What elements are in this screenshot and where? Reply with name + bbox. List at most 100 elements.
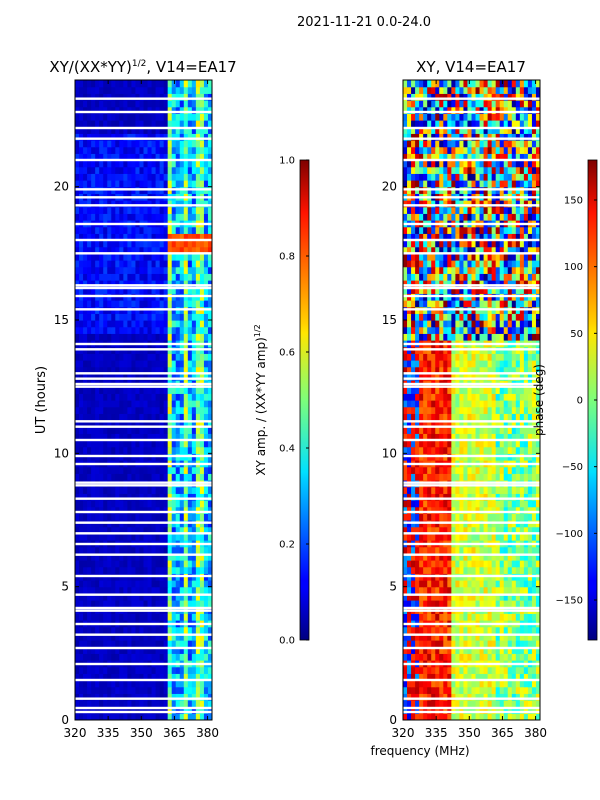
heatmap-cell bbox=[155, 133, 161, 141]
heatmap-cell bbox=[143, 226, 149, 234]
heatmap-cell bbox=[187, 213, 193, 221]
heatmap-cell bbox=[131, 420, 137, 428]
heatmap-cell bbox=[499, 640, 505, 648]
heatmap-cell bbox=[131, 500, 137, 508]
heatmap-cell bbox=[187, 700, 193, 708]
heatmap-cell bbox=[455, 600, 461, 608]
heatmap-cell bbox=[159, 526, 165, 534]
heatmap-cell bbox=[103, 700, 108, 708]
heatmap-cell bbox=[87, 226, 92, 234]
heatmap-cell bbox=[103, 553, 108, 561]
heatmap-cell bbox=[95, 693, 100, 701]
heatmap-cell bbox=[83, 133, 88, 141]
heatmap-cell bbox=[479, 693, 485, 701]
heatmap-cell bbox=[131, 673, 137, 681]
heatmap-cell bbox=[127, 673, 133, 681]
heatmap-cell bbox=[519, 466, 525, 474]
heatmap-cell bbox=[479, 686, 485, 694]
heatmap-cell bbox=[79, 506, 84, 514]
heatmap-cell bbox=[183, 333, 189, 341]
heatmap-cell bbox=[143, 546, 149, 554]
heatmap-cell bbox=[475, 580, 481, 588]
heatmap-cell bbox=[199, 253, 205, 261]
heatmap-cell bbox=[91, 506, 96, 514]
heatmap-cell bbox=[183, 626, 189, 634]
heatmap-cell bbox=[115, 160, 120, 168]
heatmap-cell bbox=[159, 260, 165, 268]
heatmap-cell bbox=[75, 626, 80, 634]
heatmap-cell bbox=[135, 433, 141, 441]
heatmap-cell bbox=[179, 140, 185, 148]
heatmap-cell bbox=[191, 626, 197, 634]
heatmap-cell bbox=[123, 153, 128, 161]
heatmap-cell bbox=[111, 420, 116, 428]
heatmap-cell bbox=[419, 473, 424, 481]
heatmap-cell bbox=[167, 566, 173, 574]
heatmap-cell bbox=[471, 586, 477, 594]
heatmap-cell bbox=[179, 320, 185, 328]
heatmap-cell bbox=[439, 600, 444, 608]
heatmap-cell bbox=[459, 506, 465, 514]
heatmap-cell bbox=[95, 426, 100, 434]
heatmap-cell bbox=[423, 400, 428, 408]
heatmap-cell bbox=[187, 546, 193, 554]
heatmap-cell bbox=[95, 713, 100, 720]
heatmap-cell bbox=[203, 166, 209, 174]
heatmap-cell bbox=[175, 273, 181, 281]
heatmap-cell bbox=[427, 600, 432, 608]
heatmap-cell bbox=[143, 466, 149, 474]
heatmap-cell bbox=[119, 333, 124, 341]
heatmap-cell bbox=[175, 646, 181, 654]
heatmap-cell bbox=[495, 693, 501, 701]
heatmap-cell bbox=[459, 626, 465, 634]
heatmap-cell bbox=[515, 686, 521, 694]
flagged-row bbox=[75, 126, 212, 130]
heatmap-cell bbox=[411, 693, 416, 701]
heatmap-cell bbox=[435, 426, 440, 434]
heatmap-cell bbox=[151, 280, 157, 288]
heatmap-cell bbox=[487, 466, 493, 474]
heatmap-cell bbox=[103, 433, 108, 441]
heatmap-cell bbox=[199, 113, 205, 121]
heatmap-cell bbox=[115, 493, 120, 501]
heatmap-cell bbox=[191, 366, 197, 374]
heatmap-cell bbox=[139, 633, 145, 641]
heatmap-cell bbox=[155, 626, 161, 634]
heatmap-cell bbox=[175, 593, 181, 601]
heatmap-cell bbox=[495, 653, 501, 661]
heatmap-cell bbox=[191, 506, 197, 514]
heatmap-cell bbox=[107, 613, 112, 621]
heatmap-cell bbox=[179, 126, 185, 134]
heatmap-cell bbox=[99, 266, 104, 274]
heatmap-cell bbox=[163, 633, 169, 641]
heatmap-cell bbox=[427, 713, 432, 720]
heatmap-cell bbox=[99, 400, 104, 408]
heatmap-cell bbox=[479, 566, 485, 574]
heatmap-cell bbox=[107, 546, 112, 554]
heatmap-cell bbox=[447, 653, 452, 661]
heatmap-cell bbox=[95, 586, 100, 594]
heatmap-cell bbox=[179, 500, 185, 508]
heatmap-cell bbox=[507, 580, 513, 588]
heatmap-cell bbox=[195, 180, 201, 188]
heatmap-cell bbox=[83, 253, 88, 261]
heatmap-cell bbox=[203, 320, 209, 328]
heatmap-cell bbox=[131, 653, 137, 661]
heatmap-cell bbox=[119, 686, 124, 694]
heatmap-cell bbox=[183, 180, 189, 188]
heatmap-cell bbox=[135, 106, 141, 114]
heatmap-cell bbox=[111, 226, 116, 234]
heatmap-cell bbox=[79, 686, 84, 694]
heatmap-cell bbox=[507, 613, 513, 621]
heatmap-cell bbox=[515, 593, 521, 601]
heatmap-cell bbox=[75, 106, 80, 114]
heatmap-cell bbox=[439, 433, 444, 441]
heatmap-cell bbox=[439, 713, 444, 720]
heatmap-cell bbox=[139, 333, 145, 341]
heatmap-cell bbox=[179, 400, 185, 408]
heatmap-cell bbox=[479, 700, 485, 708]
heatmap-cell bbox=[207, 320, 212, 328]
heatmap-cell bbox=[447, 473, 452, 481]
heatmap-cell bbox=[183, 466, 189, 474]
